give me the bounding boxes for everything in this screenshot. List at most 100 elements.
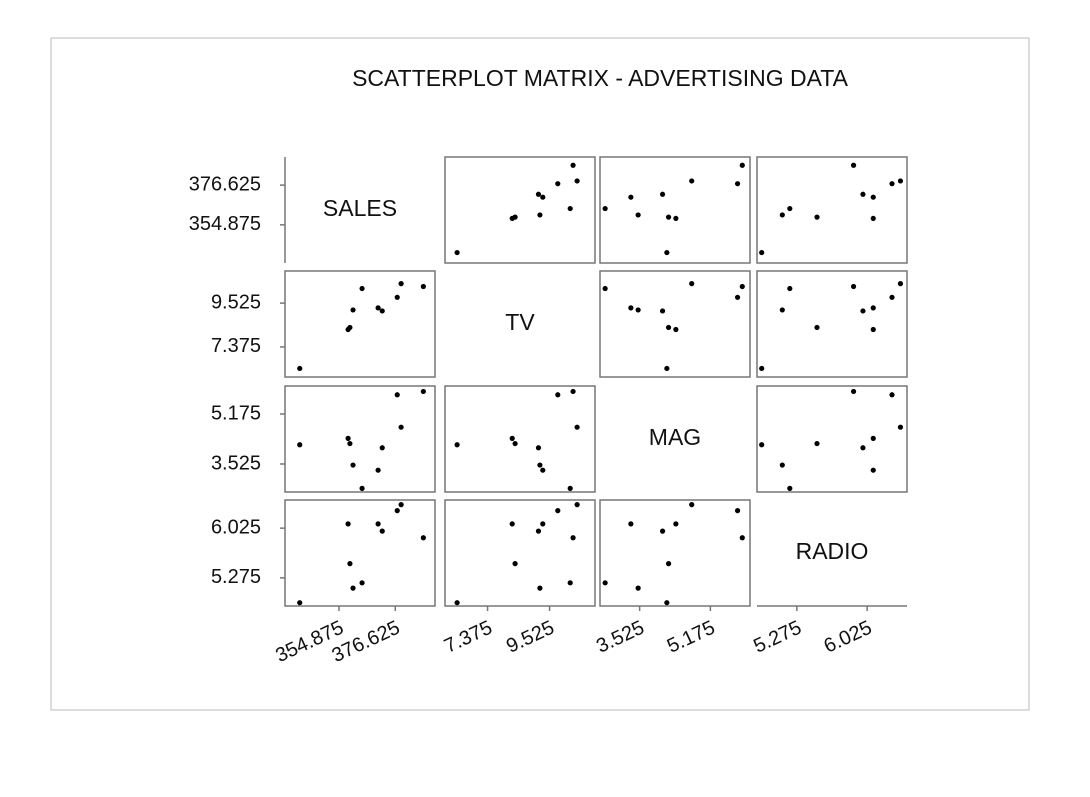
point <box>347 440 353 447</box>
point <box>628 305 634 311</box>
point <box>602 580 608 586</box>
y-tick-label: 6.025 <box>211 516 261 538</box>
point <box>860 308 866 314</box>
point <box>350 585 356 591</box>
point <box>602 205 608 212</box>
point <box>535 191 542 197</box>
point <box>665 561 672 567</box>
panel <box>444 385 596 493</box>
point <box>689 281 695 287</box>
point <box>602 285 608 292</box>
point <box>635 212 641 218</box>
point <box>574 178 580 184</box>
point <box>889 294 895 300</box>
point <box>870 194 876 200</box>
point <box>665 324 672 331</box>
y-tick-label: 3.525 <box>211 452 261 474</box>
point <box>787 285 793 292</box>
point <box>567 485 573 491</box>
point <box>635 585 641 591</box>
point <box>734 294 741 300</box>
point <box>375 521 381 527</box>
point <box>535 528 542 534</box>
variable-label: MAG <box>649 424 701 450</box>
point <box>897 424 904 430</box>
point <box>779 462 785 468</box>
panel <box>284 499 436 607</box>
panel <box>599 270 751 378</box>
y-tick-label: 9.525 <box>211 291 261 313</box>
point <box>375 305 381 311</box>
point <box>574 424 580 430</box>
point <box>673 215 679 222</box>
panel <box>284 385 436 493</box>
panel <box>599 499 751 607</box>
point <box>570 162 576 168</box>
variable-label: SALES <box>323 195 397 221</box>
point <box>870 435 876 441</box>
point <box>420 283 426 290</box>
point <box>628 521 634 527</box>
point <box>860 191 866 197</box>
point <box>345 521 351 527</box>
point <box>512 561 518 567</box>
y-tick-label: 354.875 <box>189 213 261 235</box>
point <box>454 442 460 448</box>
point <box>394 294 400 300</box>
point <box>567 205 573 212</box>
point <box>689 178 695 184</box>
panel <box>599 156 751 264</box>
point <box>375 467 381 473</box>
point <box>555 508 561 514</box>
point <box>759 442 765 448</box>
point <box>664 600 670 606</box>
point <box>537 462 543 468</box>
point <box>537 212 543 218</box>
point <box>787 485 793 491</box>
point <box>889 181 895 187</box>
point <box>297 365 303 372</box>
point <box>347 324 353 331</box>
point <box>889 392 895 398</box>
point <box>347 561 353 567</box>
point <box>394 508 400 514</box>
point <box>398 502 404 508</box>
point <box>739 162 745 168</box>
point <box>567 580 573 586</box>
point <box>759 249 765 256</box>
point <box>850 388 857 395</box>
chart-title: SCATTERPLOT MATRIX - ADVERTISING DATA <box>352 65 849 91</box>
y-tick-label: 376.625 <box>189 173 261 195</box>
point <box>454 249 460 256</box>
point <box>897 178 904 184</box>
point <box>870 326 876 333</box>
point <box>659 191 666 197</box>
point <box>850 283 857 290</box>
point <box>379 528 385 534</box>
point <box>659 528 666 534</box>
panel <box>284 270 436 378</box>
point <box>739 283 745 290</box>
point <box>850 162 857 168</box>
point <box>345 435 351 441</box>
point <box>673 326 679 333</box>
point <box>779 307 785 313</box>
point <box>398 424 404 430</box>
point <box>664 249 670 256</box>
point <box>540 521 546 527</box>
point <box>555 392 561 398</box>
point <box>779 212 785 218</box>
point <box>379 445 385 451</box>
panel <box>756 385 908 493</box>
point <box>512 214 518 220</box>
point <box>379 308 385 314</box>
point <box>628 194 634 200</box>
panel <box>756 270 908 378</box>
point <box>540 467 546 473</box>
point <box>814 440 820 447</box>
point <box>574 502 580 508</box>
point <box>870 215 876 222</box>
point <box>350 307 356 313</box>
point <box>540 194 546 200</box>
